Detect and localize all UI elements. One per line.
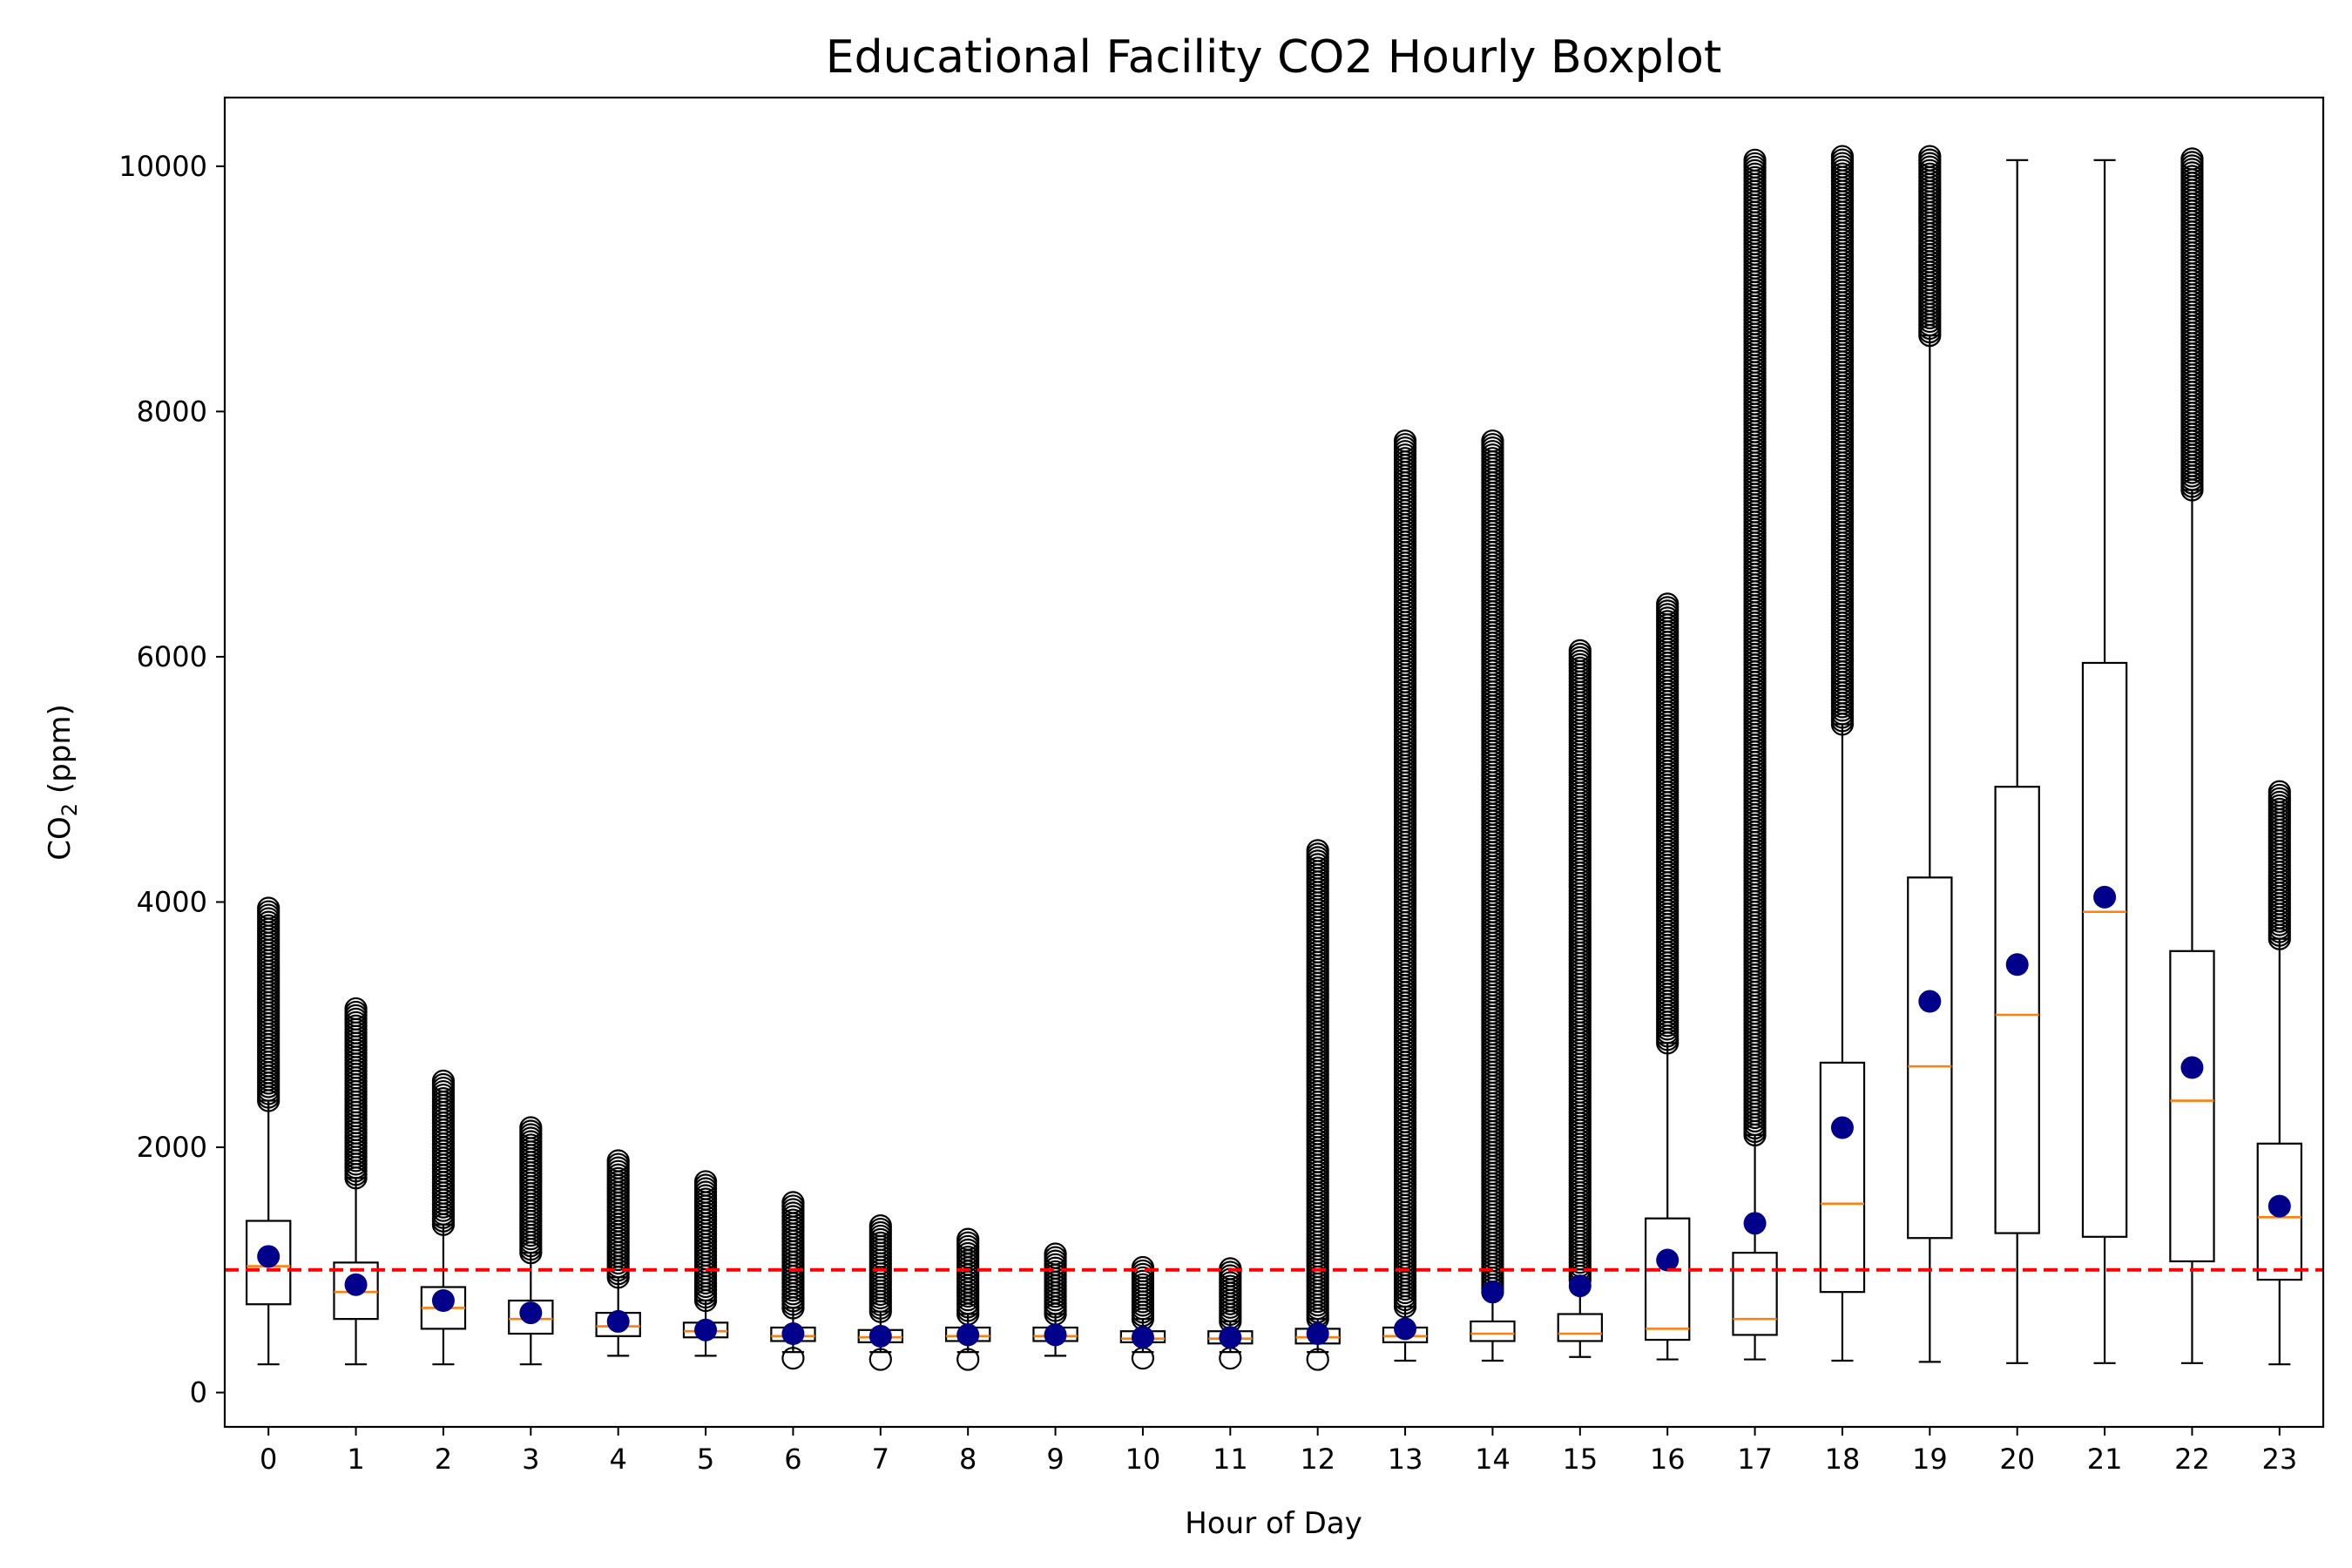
mean-point bbox=[1568, 1274, 1592, 1298]
y-axis-title-main: CO bbox=[43, 816, 78, 861]
x-tick-label: 10 bbox=[1125, 1443, 1161, 1476]
y-axis-title-unit: (ppm) bbox=[43, 704, 78, 803]
x-tick-label: 13 bbox=[1388, 1443, 1423, 1476]
outlier-point bbox=[868, 1348, 892, 1371]
y-tick-label: 10000 bbox=[118, 150, 207, 183]
box-iqr bbox=[2081, 661, 2128, 1238]
mean-point bbox=[868, 1324, 892, 1348]
outlier-point bbox=[1656, 1031, 1680, 1055]
outlier-point bbox=[1306, 1348, 1329, 1371]
x-tick-label: 2 bbox=[435, 1443, 452, 1476]
mean-point bbox=[606, 1309, 630, 1333]
mean-point bbox=[344, 1273, 368, 1296]
outlier-point bbox=[956, 1348, 980, 1371]
mean-point bbox=[1219, 1326, 1242, 1349]
y-tick-label: 0 bbox=[190, 1376, 207, 1409]
x-tick-label: 20 bbox=[1999, 1443, 2035, 1476]
mean-point bbox=[781, 1322, 805, 1346]
mean-point bbox=[2093, 885, 2117, 909]
outlier-point bbox=[2180, 478, 2204, 502]
mean-point bbox=[1394, 1317, 1417, 1341]
mean-point bbox=[1131, 1326, 1154, 1349]
y-tick-label: 2000 bbox=[137, 1131, 207, 1164]
mean-point bbox=[956, 1323, 980, 1347]
x-tick-label: 23 bbox=[2261, 1443, 2297, 1476]
y-axis-title-subscript: 2 bbox=[57, 803, 82, 816]
chart-title: Educational Facility CO2 Hourly Boxplot bbox=[826, 31, 1722, 84]
mean-point bbox=[431, 1289, 455, 1313]
box-iqr bbox=[1819, 1061, 1866, 1294]
outlier-point bbox=[1743, 1123, 1767, 1147]
outlier-point bbox=[868, 1300, 892, 1323]
box-iqr bbox=[2256, 1142, 2303, 1281]
x-axis-title: Hour of Day bbox=[1185, 1506, 1362, 1541]
y-tick-label: 4000 bbox=[137, 885, 207, 918]
outlier-point bbox=[2268, 927, 2291, 950]
box-iqr bbox=[2169, 950, 2215, 1263]
mean-point bbox=[2180, 1056, 2204, 1079]
outlier-point bbox=[606, 1266, 630, 1289]
box-iqr bbox=[1907, 876, 1953, 1240]
x-tick-label: 3 bbox=[522, 1443, 539, 1476]
mean-point bbox=[519, 1301, 543, 1325]
x-tick-label: 11 bbox=[1213, 1443, 1248, 1476]
box-iqr bbox=[1557, 1313, 1604, 1342]
x-tick-label: 9 bbox=[1046, 1443, 1064, 1476]
mean-point bbox=[2005, 953, 2029, 977]
x-tick-label: 6 bbox=[784, 1443, 801, 1476]
mean-point bbox=[1918, 990, 1942, 1013]
mean-point bbox=[1656, 1248, 1680, 1272]
outlier-point bbox=[1918, 324, 1942, 348]
box-iqr bbox=[245, 1220, 292, 1306]
x-tick-label: 14 bbox=[1475, 1443, 1511, 1476]
outlier-point bbox=[1830, 713, 1855, 736]
x-tick-label: 22 bbox=[2174, 1443, 2210, 1476]
mean-point bbox=[2268, 1194, 2291, 1218]
x-tick-label: 15 bbox=[1562, 1443, 1598, 1476]
box-iqr bbox=[1994, 786, 2040, 1234]
mean-point bbox=[1481, 1281, 1504, 1304]
mean-point bbox=[694, 1318, 718, 1342]
y-axis-title: CO2 (ppm) bbox=[43, 704, 82, 860]
x-tick-label: 7 bbox=[872, 1443, 889, 1476]
x-tick-label: 8 bbox=[959, 1443, 977, 1476]
box-iqr bbox=[1644, 1217, 1691, 1342]
x-tick-label: 5 bbox=[697, 1443, 714, 1476]
box-iqr bbox=[508, 1299, 554, 1335]
x-tick-label: 4 bbox=[610, 1443, 627, 1476]
axes-frame bbox=[223, 96, 2325, 1429]
box-iqr bbox=[333, 1261, 379, 1321]
outlier-point bbox=[257, 1089, 280, 1112]
mean-point bbox=[1830, 1116, 1854, 1139]
x-tick-label: 19 bbox=[1912, 1443, 1948, 1476]
mean-point bbox=[257, 1245, 280, 1268]
x-tick-label: 18 bbox=[1825, 1443, 1861, 1476]
y-tick-label: 8000 bbox=[137, 395, 207, 428]
y-tick-label: 6000 bbox=[137, 640, 207, 673]
box-iqr bbox=[1470, 1320, 1516, 1342]
box-iqr bbox=[1732, 1251, 1778, 1336]
plot-area: 0 1 2 3 4 5 6 7 8 9 10 11 12 13 14 15 16 17 18 19 20 21 22 2302… bbox=[118, 96, 2325, 1476]
x-tick-label: 12 bbox=[1300, 1443, 1335, 1476]
mean-point bbox=[1306, 1322, 1329, 1346]
mean-point bbox=[1743, 1212, 1767, 1235]
x-tick-label: 21 bbox=[2087, 1443, 2123, 1476]
outlier-point bbox=[693, 1288, 718, 1313]
outlier-point bbox=[781, 1347, 805, 1370]
x-tick-label: 16 bbox=[1650, 1443, 1686, 1476]
x-tick-label: 0 bbox=[260, 1443, 277, 1476]
outlier-point bbox=[344, 1166, 368, 1190]
outlier-point bbox=[519, 1240, 543, 1265]
x-tick-label: 1 bbox=[347, 1443, 364, 1476]
mean-point bbox=[1044, 1323, 1067, 1347]
outlier-point bbox=[1393, 1294, 1417, 1319]
outlier-point bbox=[781, 1296, 805, 1320]
x-tick-label: 17 bbox=[1737, 1443, 1773, 1476]
outlier-point bbox=[431, 1213, 456, 1236]
